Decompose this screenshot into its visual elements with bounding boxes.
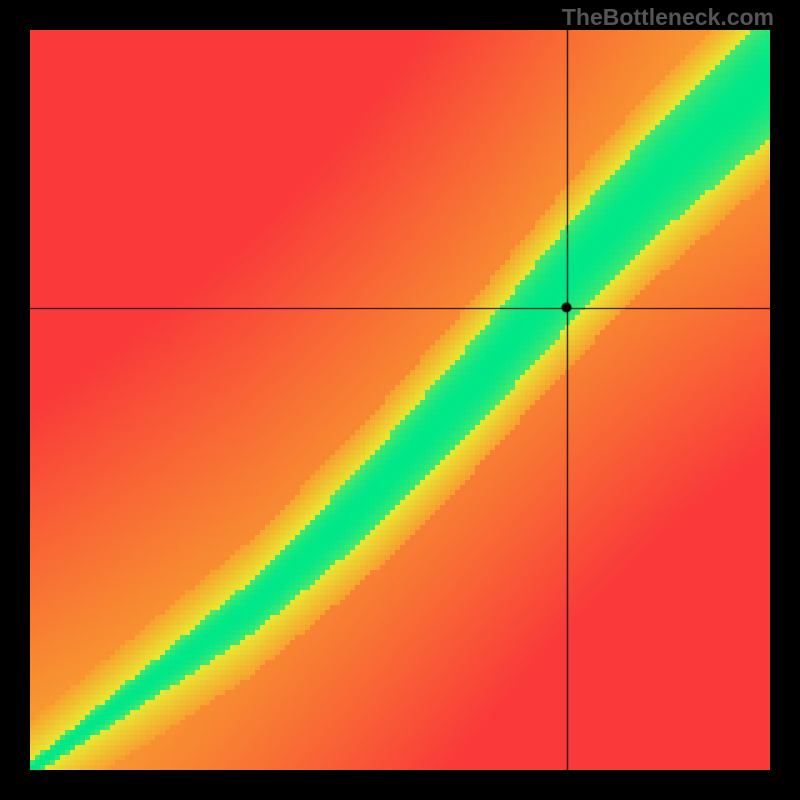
- crosshair-overlay: [30, 30, 770, 770]
- heatmap-canvas-wrap: [30, 30, 770, 770]
- watermark-text: TheBottleneck.com: [562, 4, 774, 31]
